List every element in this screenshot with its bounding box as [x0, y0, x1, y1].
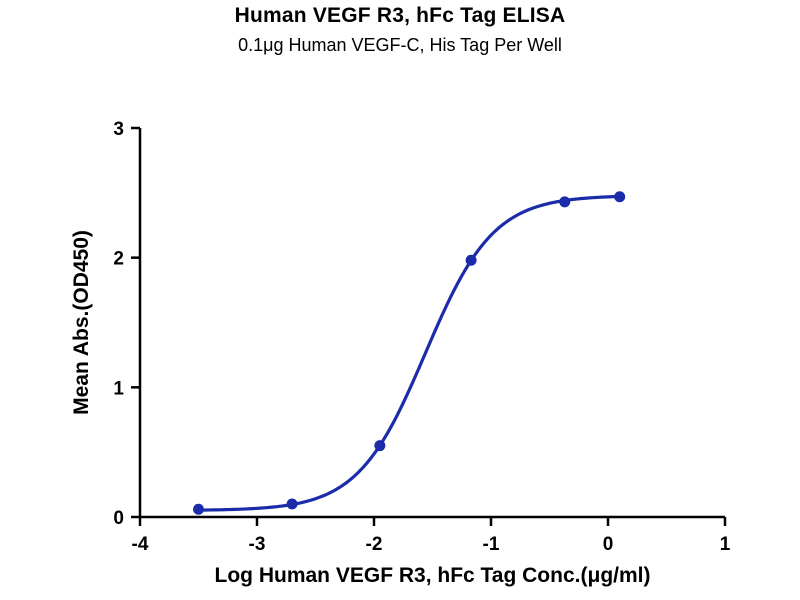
y-axis-ticks: 0 1 2 3	[113, 119, 140, 529]
plot-svg: -4 -3 -2 -1 0 1 0 1 2 3 Log Human VEGF R3, hFc Tag…	[70, 119, 731, 587]
data-point	[193, 503, 204, 515]
data-point	[286, 498, 298, 510]
data-point	[465, 254, 477, 266]
y-tick-label: 2	[113, 249, 124, 270]
data-point	[559, 196, 571, 208]
y-tick-label: 0	[113, 508, 124, 529]
x-tick-label: -2	[366, 534, 383, 555]
data-point	[614, 191, 626, 203]
x-tick-label: -1	[483, 534, 500, 555]
data-points	[193, 191, 626, 515]
x-tick-label: -4	[132, 534, 149, 555]
data-point	[374, 440, 386, 452]
x-tick-label: -3	[249, 534, 266, 555]
x-tick-label: 1	[720, 534, 731, 555]
y-tick-label: 3	[113, 119, 124, 140]
axes	[138, 128, 725, 519]
x-axis-ticks: -4 -3 -2 -1 0 1	[132, 517, 731, 555]
x-axis-title: Log Human VEGF R3, hFc Tag Conc.(μg/ml)	[215, 564, 651, 587]
x-tick-label: 0	[603, 534, 614, 555]
y-tick-label: 1	[113, 378, 124, 399]
chart-header: Human VEGF R3, hFc Tag ELISA 0.1μg Human…	[0, 4, 800, 56]
dose-response-curve	[196, 194, 622, 512]
chart-subtitle: 0.1μg Human VEGF-C, His Tag Per Well	[238, 35, 562, 55]
chart-title: Human VEGF R3, hFc Tag ELISA	[234, 4, 566, 27]
y-axis-title: Mean Abs.(OD450)	[70, 230, 93, 415]
